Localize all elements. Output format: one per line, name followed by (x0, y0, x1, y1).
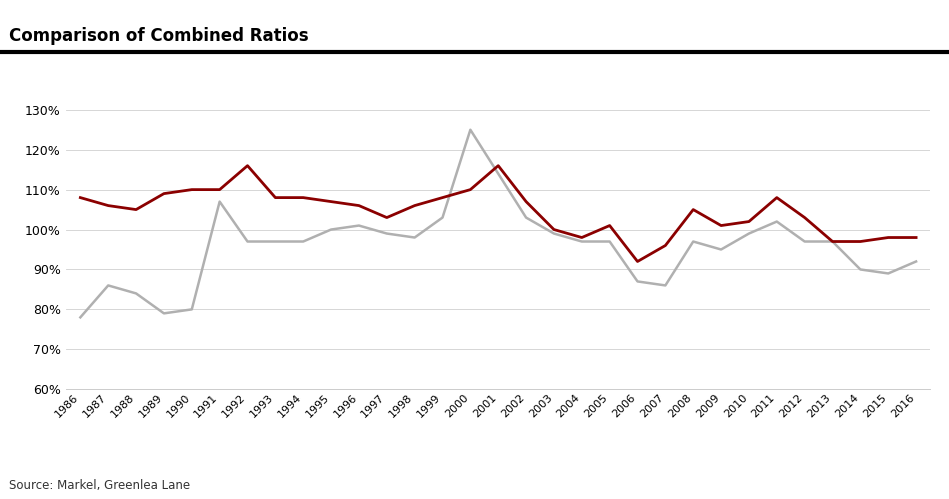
P&C Industry (687, 207, 698, 213)
Markel (242, 239, 253, 245)
P&C Industry (520, 199, 531, 205)
P&C Industry (298, 195, 309, 201)
Markel (326, 227, 337, 233)
P&C Industry (549, 227, 560, 233)
P&C Industry (75, 195, 86, 201)
P&C Industry (214, 187, 225, 193)
Markel (437, 215, 448, 221)
Markel (549, 231, 560, 237)
P&C Industry (353, 203, 364, 209)
P&C Industry (910, 235, 921, 241)
Markel (298, 239, 309, 245)
Markel (576, 239, 587, 245)
Markel (270, 239, 281, 245)
P&C Industry (437, 195, 448, 201)
P&C Industry (270, 195, 281, 201)
P&C Industry (576, 235, 587, 241)
P&C Industry (158, 191, 170, 197)
Markel (381, 231, 393, 237)
P&C Industry (604, 223, 615, 229)
P&C Industry (242, 163, 253, 169)
Markel (855, 266, 866, 272)
Markel (102, 282, 114, 288)
Markel (520, 215, 531, 221)
P&C Industry (493, 163, 504, 169)
P&C Industry (743, 219, 754, 225)
P&C Industry (772, 195, 783, 201)
P&C Industry (632, 258, 643, 264)
Markel (716, 247, 727, 252)
Markel (158, 310, 170, 316)
Markel (910, 258, 921, 264)
Markel (130, 290, 141, 296)
Markel (827, 239, 838, 245)
Markel (186, 306, 197, 312)
Text: Comparison of Combined Ratios: Comparison of Combined Ratios (9, 27, 309, 45)
P&C Industry (186, 187, 197, 193)
P&C Industry (465, 187, 476, 193)
P&C Industry (716, 223, 727, 229)
Markel (604, 239, 615, 245)
P&C Industry (883, 235, 894, 241)
Text: Source: Markel, Greenlea Lane: Source: Markel, Greenlea Lane (9, 479, 191, 492)
P&C Industry (855, 239, 866, 245)
P&C Industry (130, 207, 141, 213)
Markel (660, 282, 671, 288)
P&C Industry (381, 215, 393, 221)
Line: Markel: Markel (81, 130, 916, 317)
Markel (799, 239, 810, 245)
Markel (632, 278, 643, 284)
P&C Industry (660, 243, 671, 249)
Line: P&C Industry: P&C Industry (81, 166, 916, 261)
Markel (353, 223, 364, 229)
P&C Industry (409, 203, 420, 209)
Markel (883, 270, 894, 276)
Markel (214, 199, 225, 205)
Markel (493, 171, 504, 177)
P&C Industry (827, 239, 838, 245)
Markel (687, 239, 698, 245)
Markel (743, 231, 754, 237)
Markel (772, 219, 783, 225)
Markel (409, 235, 420, 241)
Markel (75, 314, 86, 320)
Markel (465, 127, 476, 133)
P&C Industry (326, 199, 337, 205)
P&C Industry (102, 203, 114, 209)
P&C Industry (799, 215, 810, 221)
